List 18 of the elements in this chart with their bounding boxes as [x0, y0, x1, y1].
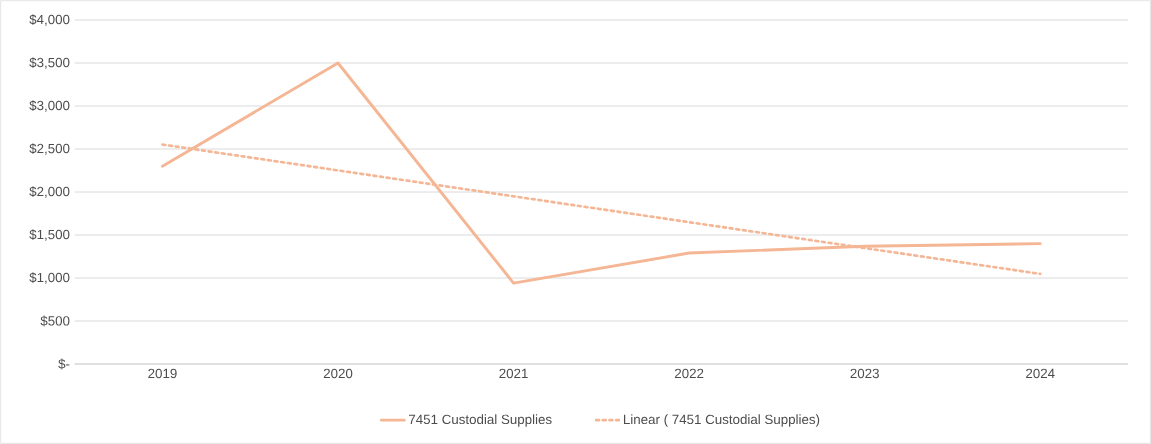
x-tick-label: 2023 — [850, 368, 879, 379]
y-tick-label: $3,000 — [29, 100, 70, 112]
x-tick-label: 2020 — [323, 368, 353, 379]
y-tick-label: $3,500 — [29, 57, 70, 69]
y-tick-label: $2,500 — [29, 143, 70, 155]
line-series — [160, 61, 1042, 285]
y-tick-label: $2,000 — [29, 186, 70, 198]
y-tick-label: $1,000 — [29, 272, 70, 284]
y-tick-label: $1,500 — [29, 229, 70, 241]
y-tick-label: $4,000 — [29, 14, 70, 26]
x-tick-label: 2022 — [674, 368, 704, 379]
y-tick-label: $500 — [40, 315, 70, 327]
x-tick-label: 2019 — [148, 368, 177, 379]
x-tick-label: 2024 — [1026, 368, 1055, 379]
legend-label: 7451 Custodial Supplies — [409, 414, 552, 427]
x-tick-label: 2021 — [499, 368, 528, 379]
y-tick-label: $- — [58, 358, 70, 370]
legend-label: Linear ( 7451 Custodial Supplies) — [623, 414, 820, 427]
